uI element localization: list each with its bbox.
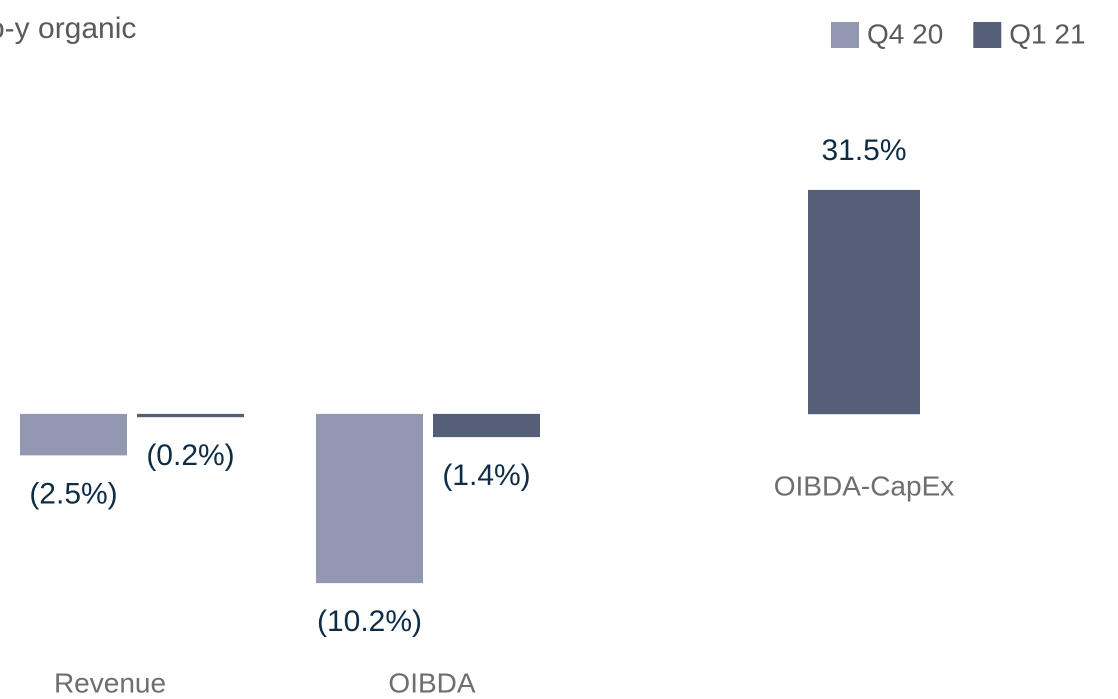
value-label: (0.2%) — [146, 439, 234, 472]
value-label: 31.5% — [821, 134, 906, 167]
x-tick-label: OIBDA — [388, 667, 475, 698]
value-label: (2.5%) — [29, 477, 117, 510]
bar — [433, 413, 540, 438]
bar — [137, 413, 244, 418]
legend-swatch — [973, 22, 1002, 48]
legend-label: Q4 20 — [867, 18, 943, 49]
x-tick-label: OIBDA-CapEx — [774, 470, 955, 501]
chart-title: o-y organic — [0, 12, 136, 45]
x-tick-label: Revenue — [54, 667, 166, 698]
legend-label: Q1 21 — [1009, 18, 1085, 49]
bar — [316, 413, 423, 584]
legend-swatch — [831, 22, 859, 48]
bar — [20, 413, 127, 456]
value-label: (1.4%) — [442, 459, 530, 492]
bar — [808, 189, 920, 415]
value-label: (10.2%) — [317, 605, 422, 638]
